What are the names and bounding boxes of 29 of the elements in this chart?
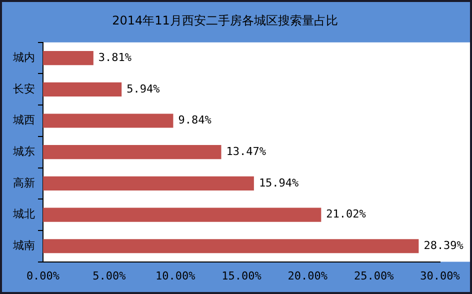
y-tick-label: 城北 [12,208,35,221]
y-tick-label: 城内 [12,50,35,64]
bar [43,239,419,254]
bar [43,145,222,160]
data-label: 13.47% [226,144,266,158]
y-tick-label: 城东 [12,144,35,158]
data-label: 21.02% [326,208,366,221]
y-tick-label: 城南 [12,238,35,252]
bar [43,176,254,190]
x-tick-label: 25.00% [354,269,394,282]
x-tick-label: 0.00% [26,269,60,282]
bar [43,114,174,128]
chart-title: 2014年11月西安二手房各城区搜索量占比 [112,13,338,28]
x-tick-label: 5.00% [92,269,126,282]
bar [43,82,122,96]
y-tick-label: 城西 [12,114,35,127]
y-tick-label: 长安 [13,82,35,96]
data-label: 9.84% [178,114,212,127]
y-tick-label: 高新 [13,176,35,190]
bar [43,208,322,222]
x-tick-label: 10.00% [155,269,196,282]
data-label: 15.94% [258,176,300,190]
x-tick-label: 15.00% [222,269,262,282]
bar [43,51,94,66]
data-label: 28.39% [424,238,464,252]
data-label: 5.94% [126,82,160,96]
x-tick-label: 20.00% [288,269,328,282]
x-tick-label: 30.00% [420,269,460,282]
data-label: 3.81% [98,50,132,64]
